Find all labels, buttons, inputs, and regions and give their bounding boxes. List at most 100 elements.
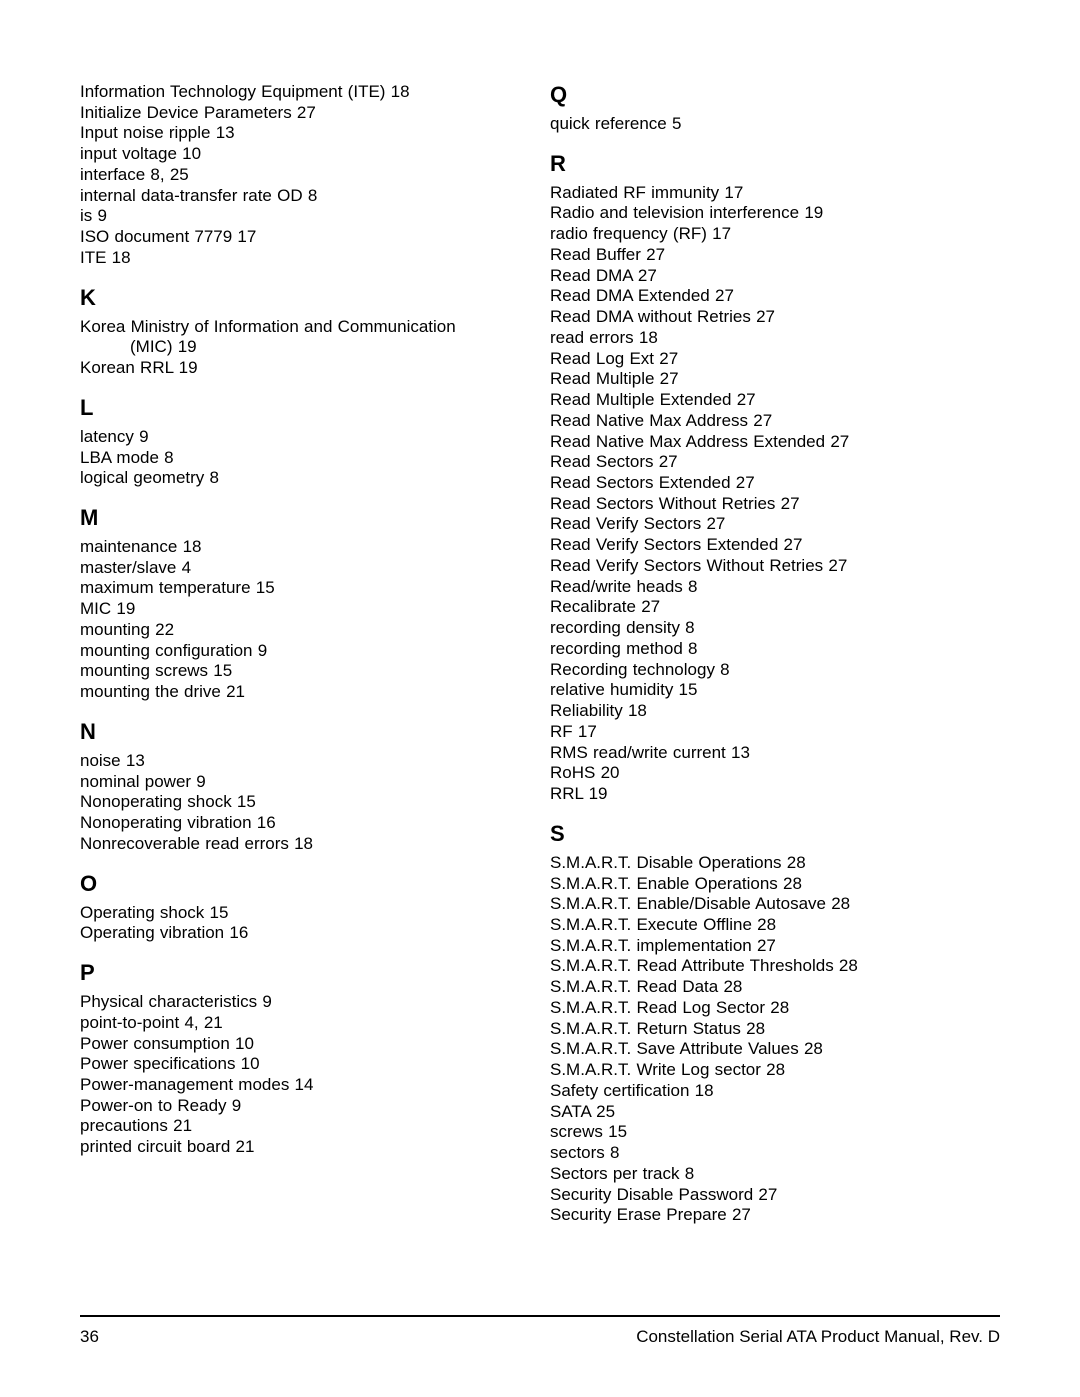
- index-entry: latency 9: [80, 427, 530, 448]
- index-entry: S.M.A.R.T. implementation 27: [550, 936, 1000, 957]
- index-entry: point-to-point 4, 21: [80, 1013, 530, 1034]
- index-entry: S.M.A.R.T. Return Status 28: [550, 1019, 1000, 1040]
- index-entry: RF 17: [550, 722, 1000, 743]
- index-entry: S.M.A.R.T. Read Log Sector 28: [550, 998, 1000, 1019]
- section-letter: P: [80, 960, 530, 986]
- index-entry: Power consumption 10: [80, 1034, 530, 1055]
- index-entry: Safety certification 18: [550, 1081, 1000, 1102]
- index-entry: screws 15: [550, 1122, 1000, 1143]
- index-entry: ISO document 7779 17: [80, 227, 530, 248]
- index-entry: Radiated RF immunity 17: [550, 183, 1000, 204]
- section-letter: M: [80, 505, 530, 531]
- index-entry: noise 13: [80, 751, 530, 772]
- index-entry: LBA mode 8: [80, 448, 530, 469]
- index-entry: RoHS 20: [550, 763, 1000, 784]
- index-entry: S.M.A.R.T. Enable/Disable Autosave 28: [550, 894, 1000, 915]
- section-letter: Q: [550, 82, 1000, 108]
- index-entry: Security Erase Prepare 27: [550, 1205, 1000, 1226]
- right-column: Qquick reference 5 R Radiated RF immunity …: [550, 82, 1000, 1226]
- index-entry: MIC 19: [80, 599, 530, 620]
- index-entry: printed circuit board 21: [80, 1137, 530, 1158]
- index-entry: Input noise ripple 13: [80, 123, 530, 144]
- page-number: 36: [80, 1327, 99, 1347]
- index-entry: Security Disable Password 27: [550, 1185, 1000, 1206]
- left-column: Information Technology Equipment (ITE) 1…: [80, 82, 530, 1226]
- index-entry: (MIC) 19: [80, 337, 530, 358]
- index-entry: RRL 19: [550, 784, 1000, 805]
- index-entry: Power-management modes 14: [80, 1075, 530, 1096]
- index-entry: maintenance 18: [80, 537, 530, 558]
- index-entry: S.M.A.R.T. Write Log sector 28: [550, 1060, 1000, 1081]
- index-entry: interface 8, 25: [80, 165, 530, 186]
- index-entry: Radio and television interference 19: [550, 203, 1000, 224]
- section-letter: L: [80, 395, 530, 421]
- index-entry: Read Multiple Extended 27: [550, 390, 1000, 411]
- index-entry: Nonrecoverable read errors 18: [80, 834, 530, 855]
- index-entry: logical geometry 8: [80, 468, 530, 489]
- index-entry: Read Log Ext 27: [550, 349, 1000, 370]
- index-entry: recording density 8: [550, 618, 1000, 639]
- index-entry: Read Multiple 27: [550, 369, 1000, 390]
- index-entry: Read Buffer 27: [550, 245, 1000, 266]
- index-entry: S.M.A.R.T. Disable Operations 28: [550, 853, 1000, 874]
- section-letter: N: [80, 719, 530, 745]
- index-entry: SATA 25: [550, 1102, 1000, 1123]
- index-entry: Sectors per track 8: [550, 1164, 1000, 1185]
- doc-title: Constellation Serial ATA Product Manual,…: [636, 1327, 1000, 1347]
- index-entry: read errors 18: [550, 328, 1000, 349]
- index-entry: input voltage 10: [80, 144, 530, 165]
- index-columns: Information Technology Equipment (ITE) 1…: [80, 82, 1000, 1226]
- index-entry: Nonoperating vibration 16: [80, 813, 530, 834]
- index-entry: precautions 21: [80, 1116, 530, 1137]
- index-entry: Initialize Device Parameters 27: [80, 103, 530, 124]
- index-entry: ITE 18: [80, 248, 530, 269]
- index-entry: maximum temperature 15: [80, 578, 530, 599]
- index-entry: Read/write heads 8: [550, 577, 1000, 598]
- index-entry: mounting configuration 9: [80, 641, 530, 662]
- index-entry: recording method 8: [550, 639, 1000, 660]
- index-entry: Read Verify Sectors Without Retries 27: [550, 556, 1000, 577]
- index-entry: nominal power 9: [80, 772, 530, 793]
- index-entry: Read Sectors Without Retries 27: [550, 494, 1000, 515]
- index-entry: Read Verify Sectors Extended 27: [550, 535, 1000, 556]
- index-entry: mounting screws 15: [80, 661, 530, 682]
- index-entry: S.M.A.R.T. Enable Operations 28: [550, 874, 1000, 895]
- index-entry: Read Verify Sectors 27: [550, 514, 1000, 535]
- index-entry: S.M.A.R.T. Save Attribute Values 28: [550, 1039, 1000, 1060]
- index-entry: Read DMA 27: [550, 266, 1000, 287]
- index-entry: Power-on to Ready 9: [80, 1096, 530, 1117]
- index-entry: Korean RRL 19: [80, 358, 530, 379]
- footer-rule: [80, 1315, 1000, 1317]
- index-entry: sectors 8: [550, 1143, 1000, 1164]
- index-entry: Read Native Max Address Extended 27: [550, 432, 1000, 453]
- index-entry: Read Sectors 27: [550, 452, 1000, 473]
- index-entry: mounting 22: [80, 620, 530, 641]
- index-entry: internal data-transfer rate OD 8: [80, 186, 530, 207]
- section-letter: R: [550, 151, 1000, 177]
- index-entry: Physical characteristics 9: [80, 992, 530, 1013]
- footer-row: 36 Constellation Serial ATA Product Manu…: [80, 1327, 1000, 1347]
- index-entry: S.M.A.R.T. Read Data 28: [550, 977, 1000, 998]
- section-letter: K: [80, 285, 530, 311]
- index-entry: mounting the drive 21: [80, 682, 530, 703]
- section-letter: O: [80, 871, 530, 897]
- page-footer: 36 Constellation Serial ATA Product Manu…: [80, 1315, 1000, 1347]
- index-entry: Read DMA Extended 27: [550, 286, 1000, 307]
- index-entry: Recording technology 8: [550, 660, 1000, 681]
- index-entry: relative humidity 15: [550, 680, 1000, 701]
- index-entry: S.M.A.R.T. Execute Offline 28: [550, 915, 1000, 936]
- index-entry: master/slave 4: [80, 558, 530, 579]
- index-entry: Read Native Max Address 27: [550, 411, 1000, 432]
- index-entry: Recalibrate 27: [550, 597, 1000, 618]
- index-entry: Korea Ministry of Information and Commun…: [80, 317, 530, 338]
- index-entry: Read Sectors Extended 27: [550, 473, 1000, 494]
- index-entry: Operating vibration 16: [80, 923, 530, 944]
- index-entry: RMS read/write current 13: [550, 743, 1000, 764]
- index-entry: radio frequency (RF) 17: [550, 224, 1000, 245]
- index-entry: Operating shock 15: [80, 903, 530, 924]
- index-entry: Power specifications 10: [80, 1054, 530, 1075]
- index-entry: quick reference 5: [550, 114, 1000, 135]
- section-letter: S: [550, 821, 1000, 847]
- index-entry: Read DMA without Retries 27: [550, 307, 1000, 328]
- index-entry: Nonoperating shock 15: [80, 792, 530, 813]
